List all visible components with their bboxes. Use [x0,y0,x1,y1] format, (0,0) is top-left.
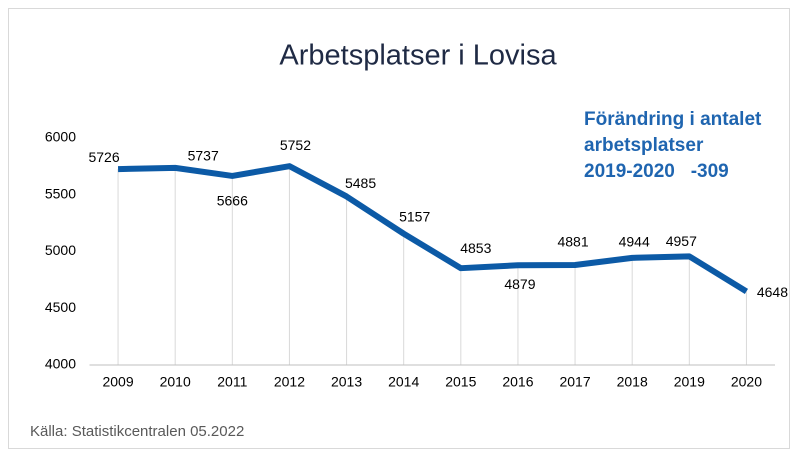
data-label: 5737 [188,148,219,164]
data-label: 5752 [280,137,311,153]
x-tick-label: 2019 [674,374,705,390]
y-tick-label: 6000 [45,129,76,145]
y-tick-label: 4000 [45,356,76,372]
x-tick-label: 2009 [102,374,133,390]
data-label: 4957 [666,233,697,249]
data-label: 4944 [619,234,650,250]
x-tick-label: 2015 [445,374,476,390]
y-tick-label: 5500 [45,185,76,201]
x-tick-label: 2017 [559,374,590,390]
annotation: 2019-2020 -309 [584,161,729,182]
x-tick-label: 2010 [160,374,191,390]
x-tick-label: 2013 [331,374,362,390]
data-label: 5485 [345,175,376,191]
data-label: 4879 [504,276,535,292]
x-tick-label: 2018 [617,374,648,390]
chart-title: Arbetsplatser i Lovisa [279,40,557,72]
annotation: arbetsplatser [584,135,704,156]
x-tick-label: 2012 [274,374,305,390]
data-label: 4881 [557,234,588,250]
data-line [117,163,749,295]
x-tick-label: 2011 [217,374,247,390]
y-tick-label: 5000 [45,242,76,258]
source-note: Källa: Statistikcentralen 05.2022 [30,423,244,440]
annotation: Förändring i antalet [584,109,762,130]
x-tick-label: 2020 [731,374,762,390]
x-tick-label: 2014 [388,374,419,390]
data-label: 5726 [88,149,119,165]
data-label: 5666 [217,193,248,209]
data-label: 4648 [757,284,788,300]
data-label: 4853 [460,240,491,256]
data-label: 5157 [399,208,430,224]
y-tick-label: 4500 [45,299,76,315]
x-tick-label: 2016 [502,374,533,390]
